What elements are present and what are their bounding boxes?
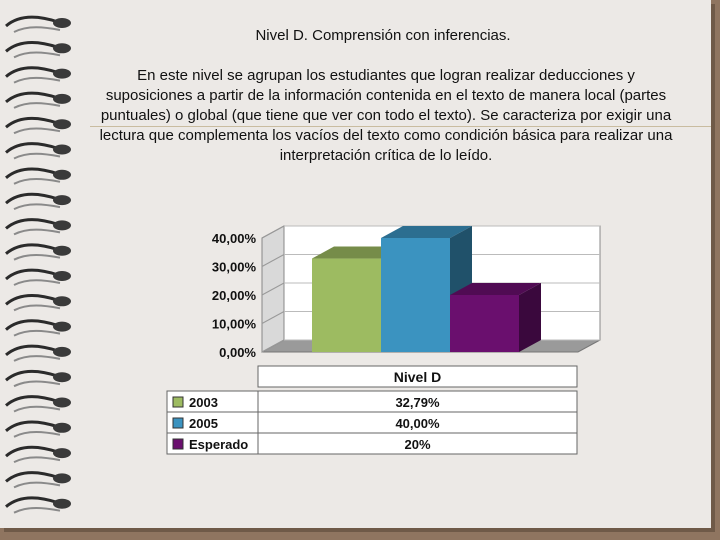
bar-chart: 40,00% 30,00% 20,00% 10,00% 0,00% Nivel D 2003…: [166, 225, 601, 455]
binding-hole: [53, 43, 71, 54]
binding-coil-shadow: [13, 431, 61, 438]
bar-front-Esperado: [450, 295, 519, 352]
y-tick-label: 20,00%: [212, 288, 257, 303]
bar-front-2003: [312, 258, 381, 352]
legend-label: 2005: [189, 416, 218, 431]
binding-coil-shadow: [13, 228, 61, 236]
slide-paragraph: En este nivel se agrupan los estudiantes…: [99, 67, 673, 164]
data-label: 20%: [404, 437, 430, 452]
binding-hole: [53, 422, 71, 433]
slide: Nivel D. Comprensión con inferencias. En…: [0, 0, 711, 528]
binding-coil-shadow: [13, 76, 61, 84]
binding-hole: [53, 93, 71, 104]
binding-hole: [53, 372, 71, 383]
binding-coil-shadow: [13, 203, 61, 211]
slide-title: Nivel D. Comprensión con inferencias.: [255, 27, 511, 44]
binding-coil: [5, 192, 59, 205]
binding-hole: [53, 448, 71, 459]
binding-hole: [53, 119, 71, 130]
y-tick-label: 30,00%: [212, 260, 257, 275]
binding-coil: [5, 91, 59, 104]
legend-label: 2003: [189, 395, 218, 410]
binding-coil-shadow: [13, 127, 61, 135]
bar-side-Esperado: [519, 283, 541, 352]
binding-coil: [5, 344, 59, 357]
gridline-diagonal: [261, 282, 285, 296]
bar-top-2005: [381, 226, 472, 238]
y-tick-label: 0,00%: [219, 345, 256, 360]
binding-coil: [5, 66, 59, 78]
binding-coil: [5, 471, 59, 483]
gridline-diagonal: [261, 311, 285, 324]
binding-coil-shadow: [13, 355, 61, 362]
binding-coil: [5, 218, 59, 230]
legend-swatch-2003: [172, 396, 184, 408]
binding-coil-shadow: [13, 456, 61, 464]
binding-hole: [53, 498, 71, 509]
binding-coil: [5, 243, 59, 255]
y-tick-label: 40,00%: [212, 231, 257, 246]
binding-coil-shadow: [13, 506, 61, 514]
binding-coil: [5, 319, 59, 331]
binding-hole: [53, 321, 71, 332]
binding-hole: [53, 271, 71, 281]
binding-coil-shadow: [13, 253, 61, 261]
binding-coil: [5, 496, 59, 508]
binding-hole: [53, 220, 71, 231]
legend-swatch-2005: [172, 417, 184, 429]
spiral-binding: [5, 15, 71, 514]
binding-hole: [53, 68, 71, 79]
gridline-diagonal: [261, 254, 285, 267]
binding-hole: [53, 169, 71, 180]
binding-coil-shadow: [13, 26, 61, 33]
bar-top-2003: [312, 246, 403, 259]
binding-coil: [5, 395, 59, 407]
binding-hole: [53, 18, 71, 28]
binding-coil-shadow: [13, 279, 61, 286]
gridline-diagonal: [261, 339, 285, 353]
legend-swatch-Esperado: [172, 438, 184, 450]
binding-coil: [5, 15, 59, 28]
data-label: 40,00%: [395, 416, 440, 431]
binding-coil-shadow: [13, 405, 61, 413]
table-header-cell: [257, 365, 578, 388]
bar-top-Esperado: [450, 283, 541, 295]
binding-hole: [53, 296, 71, 307]
binding-coil-shadow: [13, 178, 61, 185]
binding-coil: [5, 142, 59, 154]
binding-coil-shadow: [13, 329, 61, 337]
binding-coil-shadow: [13, 152, 61, 160]
legend-label: Esperado: [189, 437, 248, 452]
binding-coil-shadow: [13, 102, 61, 109]
gridline-diagonal: [261, 225, 285, 239]
binding-coil: [5, 116, 59, 129]
binding-coil-shadow: [13, 51, 61, 59]
bar-front-2005: [381, 238, 450, 352]
divider: [90, 126, 711, 127]
binding-coil-shadow: [13, 304, 61, 312]
binding-coil: [5, 41, 59, 53]
value-cell: [257, 432, 578, 455]
binding-hole: [53, 245, 71, 256]
y-tick-label: 10,00%: [212, 317, 257, 332]
binding-coil: [5, 268, 59, 281]
binding-coil: [5, 369, 59, 382]
binding-coil-shadow: [13, 380, 61, 388]
data-label: 32,79%: [395, 395, 440, 410]
binding-hole: [53, 473, 71, 484]
category-label: Nivel D: [394, 369, 441, 385]
binding-coil: [5, 420, 59, 432]
binding-hole: [53, 346, 71, 357]
binding-hole: [53, 144, 71, 155]
binding-coil: [5, 294, 59, 306]
binding-hole: [53, 397, 71, 408]
binding-coil: [5, 445, 59, 458]
binding-hole: [53, 195, 71, 206]
binding-coil: [5, 167, 59, 179]
binding-coil-shadow: [13, 481, 61, 489]
